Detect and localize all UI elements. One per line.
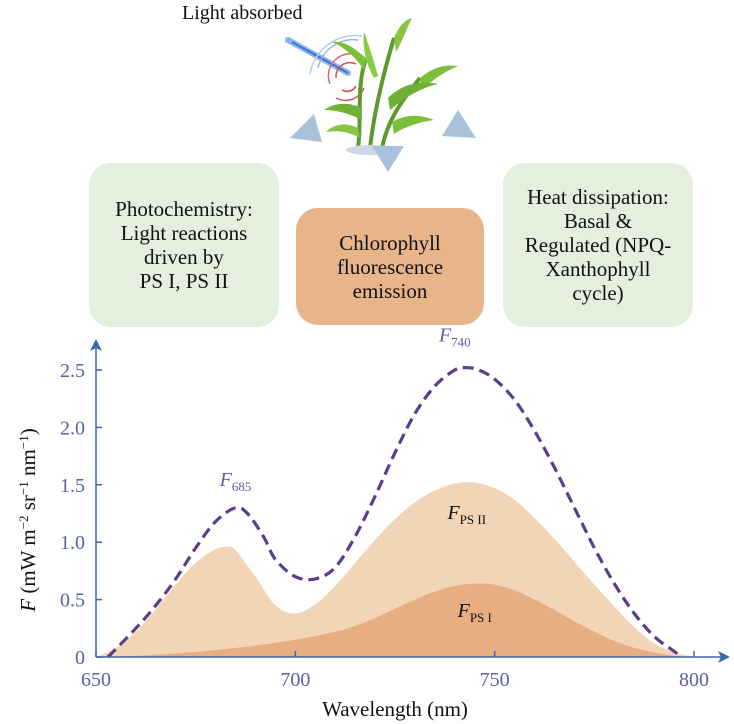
annotation-symbol: F	[446, 502, 460, 524]
triangle-left-icon	[290, 114, 322, 142]
y-axis-arrow-icon	[90, 339, 102, 351]
fluorescence-box: Chlorophyll fluorescence emission	[296, 208, 484, 325]
annotation-ps-ii: FPS II	[446, 502, 486, 527]
y-tick-label: 0.5	[60, 590, 85, 612]
plant-illustration	[285, 18, 476, 172]
x-tick-label: 750	[480, 669, 510, 691]
annotation-subscript: 685	[232, 479, 252, 494]
annotation-subscript: 740	[451, 334, 471, 349]
y-tick-label: 0	[75, 647, 85, 669]
total-fluorescence-line	[106, 366, 683, 659]
annotation-subscript: PS I	[470, 610, 492, 625]
y-axis-title: F (mW m−2 sr−1 nm−1)	[16, 428, 41, 612]
y-tick-label: 1.0	[60, 532, 85, 554]
y-axis-title-part: −2	[16, 515, 31, 529]
annotation-symbol: F	[219, 469, 233, 491]
y-axis-title-part: −1	[16, 481, 31, 495]
x-tick-label: 700	[280, 669, 310, 691]
light-absorbed-label: Light absorbed	[182, 2, 303, 24]
y-axis-title-part: nm	[16, 449, 40, 481]
x-axis-arrow-icon	[718, 651, 730, 663]
area-f-ps-i	[96, 583, 694, 657]
plant-icon	[324, 18, 458, 155]
y-tick-label: 1.5	[60, 475, 85, 497]
y-axis-title-part: −1	[16, 435, 31, 449]
triangle-center-icon	[372, 146, 404, 172]
heat-dissipation-text: Heat dissipation: Basal & Regulated (NPQ…	[524, 185, 672, 305]
y-tick-label: 2.5	[60, 360, 85, 382]
annotation-subscript: PS II	[460, 512, 486, 527]
photochemistry-box: Photochemistry: Light reactions driven b…	[89, 163, 279, 327]
x-tick-label: 800	[679, 669, 709, 691]
annotation-symbol: F	[438, 324, 452, 346]
y-axis-title-part: )	[16, 428, 40, 435]
photochemistry-text: Photochemistry: Light reactions driven b…	[115, 197, 253, 293]
annotation-740: F740	[438, 324, 471, 349]
x-tick-label: 650	[81, 669, 111, 691]
annotation-ps-i: FPS I	[457, 600, 492, 625]
fluorescence-text: Chlorophyll fluorescence emission	[336, 230, 444, 303]
y-axis-title-part: F	[16, 599, 40, 613]
heat-dissipation-box: Heat dissipation: Basal & Regulated (NPQ…	[503, 163, 693, 327]
x-axis-title: Wavelength (nm)	[322, 697, 468, 721]
y-axis-title-part: (mW m	[16, 529, 40, 599]
y-axis-title-part: sr	[16, 495, 40, 515]
triangle-right-icon	[442, 110, 476, 138]
annotation-symbol: F	[457, 600, 471, 622]
y-tick-label: 2.0	[60, 417, 85, 439]
annotation-685: F685	[219, 469, 252, 494]
